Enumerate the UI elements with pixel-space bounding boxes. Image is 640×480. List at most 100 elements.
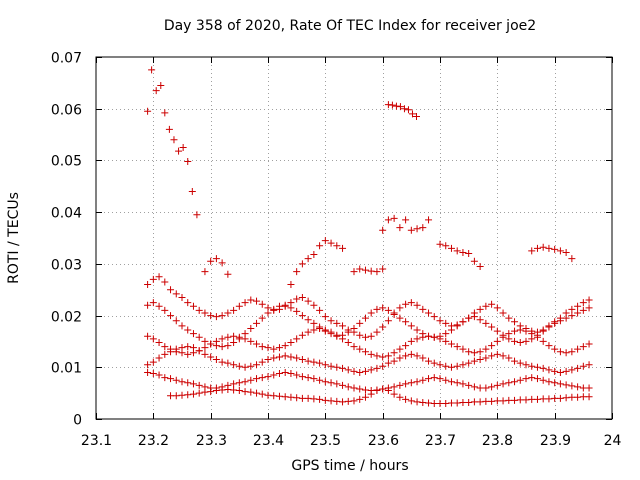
data-point — [402, 342, 410, 350]
data-point — [505, 354, 513, 362]
data-point — [339, 335, 347, 343]
data-point — [585, 304, 593, 312]
data-point — [218, 312, 226, 320]
data-point — [425, 357, 433, 365]
data-point — [367, 332, 375, 340]
data-point — [407, 379, 415, 387]
data-point — [511, 337, 519, 345]
data-point — [390, 383, 398, 391]
data-point — [465, 348, 473, 356]
data-point — [396, 393, 404, 401]
data-point — [396, 354, 404, 362]
x-tick-label: 23.8 — [482, 433, 513, 449]
data-point — [184, 391, 192, 399]
data-point — [390, 214, 398, 222]
data-point — [287, 304, 295, 312]
data-point — [556, 394, 564, 402]
data-point — [235, 302, 243, 310]
data-point — [155, 371, 163, 379]
data-point — [499, 380, 507, 388]
data-point — [556, 247, 564, 255]
data-point — [562, 349, 570, 357]
data-point — [155, 302, 163, 310]
data-point — [339, 381, 347, 389]
data-point — [247, 388, 255, 396]
data-point — [304, 357, 312, 365]
data-point — [407, 337, 415, 345]
data-point — [412, 112, 420, 120]
data-point — [195, 333, 203, 341]
data-point — [321, 361, 329, 369]
data-point — [453, 343, 461, 351]
data-point — [551, 379, 559, 387]
data-point — [373, 328, 381, 336]
data-point — [419, 354, 427, 362]
data-point — [404, 106, 412, 114]
data-point — [574, 302, 582, 310]
data-point — [333, 397, 341, 405]
data-point — [230, 338, 238, 346]
data-point — [522, 375, 530, 383]
data-point — [522, 337, 530, 345]
data-point — [407, 226, 415, 234]
data-point — [470, 357, 478, 365]
data-point — [545, 395, 553, 403]
data-point — [310, 375, 318, 383]
data-point — [270, 371, 278, 379]
data-point — [356, 395, 364, 403]
data-point — [293, 268, 301, 276]
data-point — [413, 225, 421, 233]
data-point — [310, 395, 318, 403]
data-point — [470, 313, 478, 321]
data-point — [499, 333, 507, 341]
data-point — [579, 299, 587, 307]
data-point — [281, 368, 289, 376]
data-point — [264, 356, 272, 364]
data-point — [407, 322, 415, 330]
data-point — [522, 361, 530, 369]
data-point — [178, 378, 186, 386]
x-tick-label: 23.3 — [196, 433, 227, 449]
data-point — [218, 358, 226, 366]
data-point — [247, 362, 255, 370]
data-point — [339, 244, 347, 252]
data-point — [339, 322, 347, 330]
data-point — [195, 389, 203, 397]
data-point — [413, 398, 421, 406]
data-point — [574, 364, 582, 372]
data-point — [161, 350, 169, 358]
data-point — [212, 337, 220, 345]
data-point — [482, 345, 490, 353]
data-point — [149, 369, 157, 377]
data-point — [396, 314, 404, 322]
data-point — [333, 242, 341, 250]
data-point — [304, 328, 312, 336]
data-point — [476, 316, 484, 324]
data-point — [430, 359, 438, 367]
data-point — [361, 386, 369, 394]
data-point — [522, 396, 530, 404]
data-point — [585, 296, 593, 304]
data-point — [476, 348, 484, 356]
data-point — [361, 393, 369, 401]
data-point — [442, 399, 450, 407]
data-point — [539, 327, 547, 335]
data-point — [459, 345, 467, 353]
data-point — [402, 380, 410, 388]
data-point — [413, 335, 421, 343]
data-point — [241, 335, 249, 343]
data-point — [585, 384, 593, 392]
data-point — [568, 255, 576, 263]
data-point — [562, 367, 570, 375]
data-point — [224, 359, 232, 367]
y-axis-label: ROTI / TECUs — [6, 192, 22, 284]
data-point — [488, 300, 496, 308]
data-point — [430, 333, 438, 341]
data-point — [400, 105, 408, 113]
data-point — [218, 343, 226, 351]
data-point — [459, 248, 467, 256]
data-point — [545, 378, 553, 386]
data-point — [396, 103, 404, 111]
data-point — [293, 295, 301, 303]
data-point — [172, 392, 180, 400]
